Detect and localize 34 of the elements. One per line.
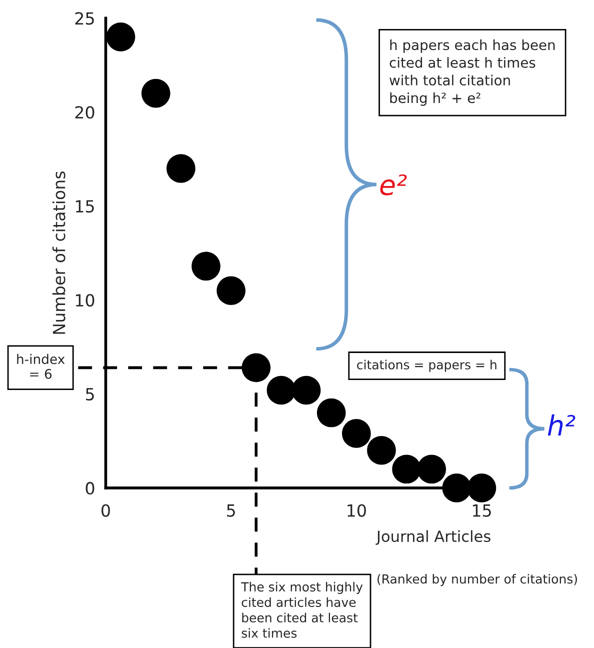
point [216,276,246,306]
y-tick-label: 25 [75,12,94,25]
point [417,454,446,484]
y-tick-label: 15 [76,200,94,213]
ref-line-label: h-index = 6 [17,354,65,379]
point [166,154,196,183]
annotation: h papers each has been cited at least h times with total citation being h² + e² [390,39,555,106]
x-tick-label: 10 [348,504,366,517]
point [392,454,421,484]
point [467,474,496,502]
point [266,376,296,405]
point [192,252,220,281]
point [242,353,271,382]
point [141,78,170,108]
point [442,474,472,502]
point [342,419,371,448]
annotation: citations = papers = h [357,360,496,372]
point [292,376,321,405]
x-tick-label: 15 [472,504,491,517]
point [316,398,346,428]
y-tick-label: 5 [86,388,94,401]
annotation: e² [380,174,407,196]
ref-line-label: The six most highly cited articles have been cited at least six times [241,582,363,638]
y-tick-label: 10 [76,294,94,307]
point [367,436,396,465]
y-tick-label: 0 [86,482,94,495]
x-axis-title: Journal Articles [376,530,490,545]
x-tick-label: 0 [102,504,110,517]
text: (Ranked by number of citations) [378,574,577,586]
y-tick-label: 20 [75,106,94,119]
x-tick-label: 5 [227,504,235,517]
text: h² [548,414,576,436]
point [106,22,136,52]
y-axis-title: Number of citations [52,171,66,334]
